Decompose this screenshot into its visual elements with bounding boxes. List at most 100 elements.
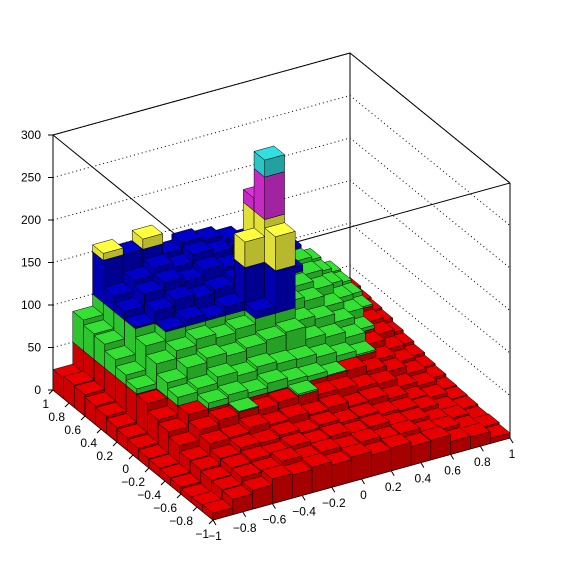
bar-top-face — [210, 475, 243, 490]
bar-top-face — [207, 405, 240, 421]
x-tick — [242, 511, 247, 518]
y-tick-label: 1 — [42, 397, 49, 411]
y-tick-label: 0.4 — [80, 436, 97, 450]
bar-top-face — [72, 305, 104, 321]
y-tick-label: −1 — [195, 527, 209, 541]
x-tick-label: −0.2 — [322, 496, 346, 510]
lego-bar — [201, 498, 234, 521]
bar-top-face — [154, 315, 187, 331]
bar-top-face — [137, 444, 170, 459]
bar-top-face — [203, 275, 235, 291]
x-tick-label: 1 — [509, 447, 516, 461]
bar-top-face — [95, 401, 127, 417]
y-tick — [176, 493, 182, 499]
x-tick — [212, 519, 217, 526]
bar-top-face — [209, 444, 241, 459]
x-tick-label: 0.6 — [444, 463, 461, 477]
bar-top-face — [270, 447, 302, 462]
bar-top-face — [245, 352, 278, 368]
z-tick-label: 150 — [21, 256, 41, 270]
x-tick — [331, 486, 336, 493]
z-tick-label: 200 — [21, 213, 41, 227]
y-tick — [160, 480, 166, 486]
bar-top-face — [224, 314, 257, 330]
bar-top-face — [159, 463, 191, 478]
bar-top-face — [308, 410, 340, 426]
bar-top-face — [192, 255, 225, 271]
x-tick — [361, 478, 365, 485]
y-tick — [208, 519, 214, 525]
y-tick — [64, 402, 70, 408]
bar-top-face — [148, 453, 181, 469]
bar-top-face — [163, 285, 196, 301]
x-tick — [301, 495, 306, 501]
y-tick-label: 0.2 — [96, 449, 113, 463]
bar-top-face — [255, 325, 287, 341]
y-tick — [144, 467, 150, 473]
bar-top-face — [358, 412, 391, 428]
bar-top-face — [122, 266, 155, 281]
bar-top-face — [142, 253, 174, 269]
bar-top-face — [256, 368, 289, 384]
x-tick — [509, 437, 514, 444]
bar-top-face — [230, 463, 263, 478]
bar-top-face — [171, 228, 203, 243]
z-tick-label: 50 — [28, 341, 42, 355]
bar-top-face — [152, 268, 185, 284]
bar-top-face — [156, 368, 188, 384]
z-tick-label: 100 — [21, 298, 41, 312]
x-tick-label: 0.8 — [474, 455, 491, 469]
y-tick — [80, 415, 86, 421]
bar-top-face — [309, 437, 342, 453]
bar-top-face — [175, 353, 208, 369]
bar-top-face — [189, 455, 222, 471]
bar-top-face — [92, 239, 124, 254]
y-tick-label: −0.6 — [153, 501, 177, 515]
bar-top-face — [235, 333, 267, 349]
bar-top-face — [177, 400, 209, 415]
x-tick — [390, 470, 395, 477]
bar-top-face — [165, 336, 197, 352]
bar-top-face — [186, 374, 219, 389]
bar-top-face — [389, 419, 421, 434]
bar-top-face — [229, 433, 261, 449]
y-tick-label: 0.6 — [64, 423, 81, 437]
bar-top-face — [124, 312, 156, 328]
bar-top-face — [379, 433, 412, 449]
bar-top-face — [82, 319, 115, 335]
y-tick-label: −0.2 — [121, 475, 145, 489]
bar-top-face — [264, 222, 296, 238]
bar-top-face — [206, 362, 238, 378]
bar-top-face — [105, 413, 138, 428]
y-tick — [192, 506, 198, 512]
bar-top-face — [279, 432, 312, 447]
bar-top-face — [169, 472, 202, 488]
bar-top-face — [136, 389, 168, 404]
x-tick — [450, 454, 455, 460]
bar-top-face — [168, 431, 200, 446]
bar-top-face — [220, 453, 252, 469]
x-tick — [479, 445, 484, 452]
bar-top-face — [201, 498, 234, 514]
bar-top-face — [113, 297, 145, 312]
x-tick-label: −0.8 — [233, 521, 257, 535]
bar-top-face — [157, 417, 190, 433]
bar-front-face — [275, 264, 296, 314]
z-tick-label: 300 — [21, 128, 41, 142]
bar-top-face — [238, 413, 270, 429]
bar-top-face — [268, 420, 301, 436]
bar-top-face — [63, 370, 95, 386]
x-tick — [271, 503, 276, 509]
bar-top-face — [143, 296, 176, 312]
bar-front-face — [275, 230, 296, 272]
bar-top-face — [184, 324, 217, 340]
bar-top-face — [239, 445, 272, 461]
bar-top-face — [277, 403, 310, 418]
bar-top-face — [131, 224, 164, 240]
x-tick-label: −0.4 — [292, 504, 316, 518]
bar-top-face — [357, 385, 389, 401]
bar-top-face — [241, 475, 273, 491]
bar-top-face — [213, 292, 246, 308]
frame-edge — [52, 52, 351, 136]
